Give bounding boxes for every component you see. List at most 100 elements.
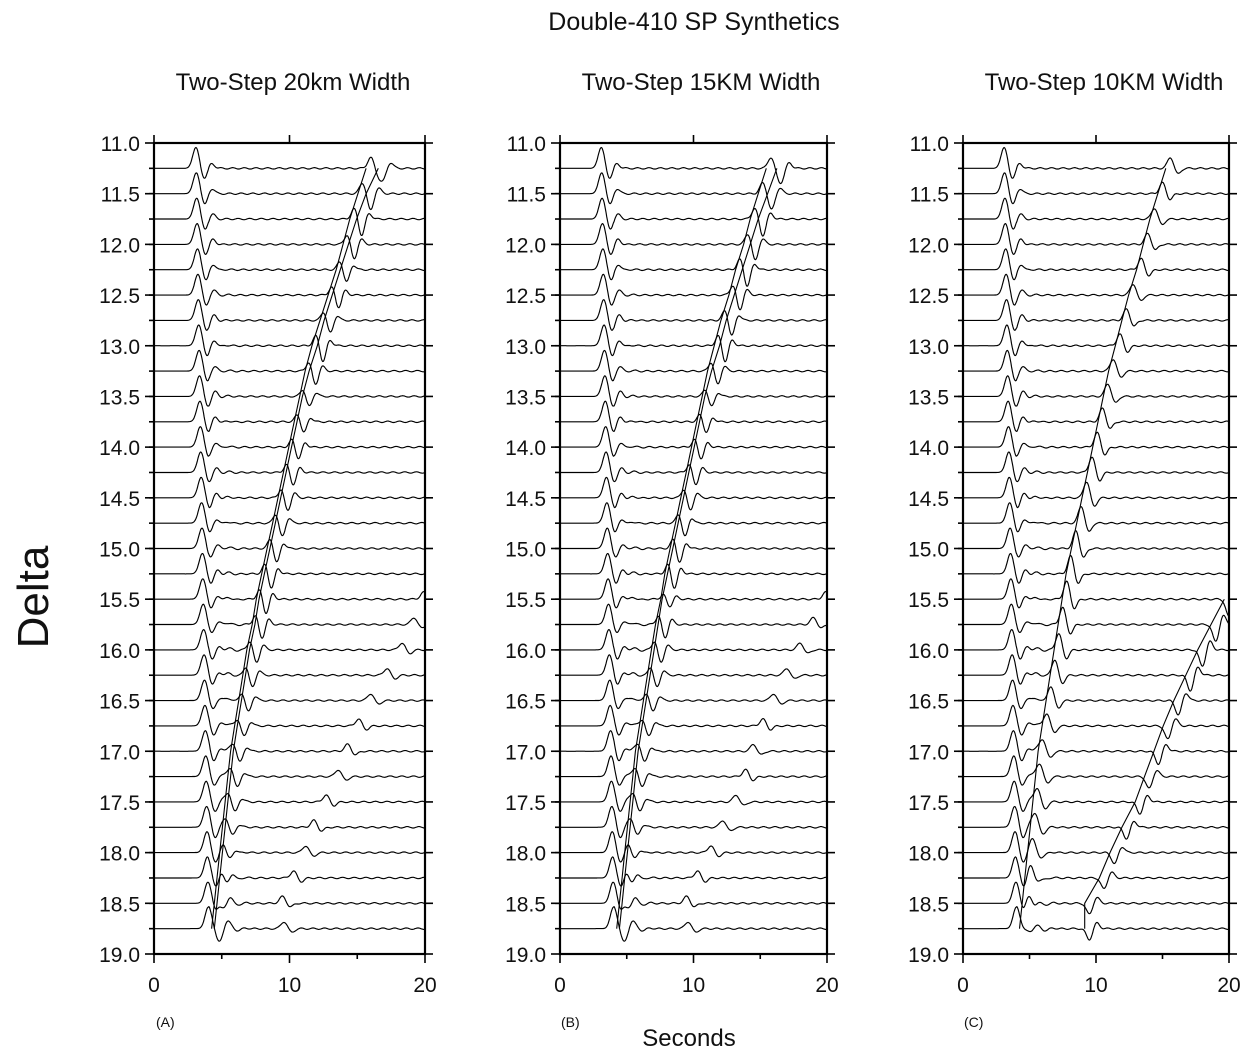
seismogram-trace	[963, 704, 1229, 740]
y-tick-label: 17.5	[99, 792, 140, 815]
seismogram-trace	[154, 780, 425, 812]
seismogram-trace	[560, 704, 827, 737]
y-tick-label: 15.5	[908, 589, 949, 612]
y-tick-label: 12.0	[908, 234, 949, 257]
y-tick-label: 16.0	[99, 640, 140, 663]
seismogram-trace	[963, 755, 1229, 789]
y-tick-label: 13.0	[908, 336, 949, 359]
x-tick-label: 0	[957, 974, 969, 997]
y-tick-label: 13.0	[505, 336, 546, 359]
y-tick-label: 14.5	[505, 488, 546, 511]
y-tick-label: 18.0	[505, 843, 546, 866]
seismogram-trace	[963, 197, 1229, 230]
seismogram-trace	[963, 248, 1229, 281]
panel-b: Two-Step 15KM Width 11.0 11.5 12.0 12.5 13.0 1…	[505, 69, 839, 1030]
x-tick-label: 10	[278, 974, 301, 997]
x-tick-label: 10	[682, 974, 705, 997]
seismogram-trace	[154, 400, 425, 433]
y-tick-label: 12.5	[908, 285, 949, 308]
seismogram-trace	[560, 197, 827, 237]
x-tick-label: 20	[815, 974, 838, 997]
seismogram-trace	[154, 273, 425, 309]
seismogram-trace	[560, 881, 827, 910]
y-tick-label: 11.0	[910, 133, 949, 156]
y-tick-label: 14.5	[908, 488, 949, 511]
seismogram-trace	[154, 324, 425, 363]
seismogram-trace	[963, 273, 1229, 306]
seismogram-trace	[154, 755, 425, 787]
x-tick-label: 20	[413, 974, 436, 997]
seismogram-trace	[560, 299, 827, 336]
y-tick-label: 14.0	[99, 437, 140, 460]
seismogram-trace	[963, 502, 1229, 533]
seismogram-trace	[154, 730, 425, 762]
seismogram-trace	[963, 476, 1229, 509]
travel-time-curve	[616, 168, 767, 929]
y-tick-label: 16.0	[505, 640, 546, 663]
seismogram-trace	[560, 375, 827, 407]
seismogram-trace	[560, 730, 827, 762]
y-tick-label: 18.0	[99, 843, 140, 866]
seismogram-trace	[560, 172, 827, 210]
seismogram-trace	[560, 426, 827, 460]
y-tick-label: 16.5	[908, 691, 949, 714]
seismogram-trace	[560, 679, 827, 712]
travel-time-curve	[618, 168, 778, 929]
seismogram-trace	[560, 146, 827, 185]
panel-tag: (B)	[561, 1014, 580, 1030]
seismogram-trace	[154, 906, 425, 942]
y-tick-label: 15.0	[505, 539, 546, 562]
seismogram-trace	[560, 553, 827, 589]
y-tick-label: 16.0	[908, 640, 949, 663]
seismogram-trace	[963, 856, 1229, 889]
y-tick-label: 12.0	[505, 234, 546, 257]
y-tick-label: 11.5	[101, 184, 140, 207]
y-tick-label: 17.0	[505, 741, 546, 764]
y-tick-label: 13.5	[505, 386, 546, 409]
seismogram-trace	[560, 780, 827, 812]
traces-group	[560, 146, 827, 942]
y-tick-label: 15.0	[908, 539, 949, 562]
seismogram-trace	[560, 502, 827, 537]
x-axis-label: Seconds	[642, 1025, 735, 1049]
y-tick-label: 12.0	[99, 234, 140, 257]
seismogram-trace	[154, 299, 425, 333]
seismogram-trace	[154, 629, 425, 663]
seismogram-trace	[963, 527, 1229, 558]
seismogram-trace	[154, 603, 425, 639]
seismogram-trace	[154, 375, 425, 407]
seismogram-trace	[154, 881, 425, 910]
y-axis-label: Delta	[9, 545, 58, 648]
y-tick-label: 17.0	[908, 741, 949, 764]
y-tick-label: 17.0	[99, 741, 140, 764]
y-tick-label: 11.5	[910, 184, 949, 207]
seismogram-trace	[560, 578, 827, 609]
y-tick-label: 15.5	[99, 589, 140, 612]
seismogram-trace	[154, 502, 425, 537]
plot-frame	[961, 141, 1231, 956]
seismogram-trace	[560, 755, 827, 787]
seismogram-trace	[560, 906, 827, 942]
seismogram-trace	[963, 831, 1229, 865]
travel-time-curve	[1084, 598, 1225, 929]
seismogram-trace	[154, 349, 425, 385]
seismogram-trace	[560, 527, 827, 563]
seismogram-trace	[154, 197, 425, 236]
seismogram-trace	[963, 629, 1229, 667]
y-tick-label: 14.0	[908, 437, 949, 460]
seismogram-trace	[963, 375, 1229, 407]
seismogram-trace	[154, 451, 425, 486]
seismogram-trace	[963, 172, 1229, 205]
seismogram-trace	[963, 578, 1229, 617]
panel-tag: (A)	[156, 1014, 175, 1030]
seismogram-trace	[560, 451, 827, 486]
seismogram-trace	[963, 349, 1229, 382]
traces-group	[963, 146, 1229, 941]
seismogram-trace	[154, 527, 425, 563]
y-tick-label: 11.0	[101, 133, 140, 156]
seismogram-trace	[560, 400, 827, 433]
figure-title: Double-410 SP Synthetics	[548, 8, 839, 36]
seismogram-trace	[154, 856, 425, 887]
travel-time-curve	[211, 168, 367, 929]
seismogram-trace	[963, 780, 1229, 815]
